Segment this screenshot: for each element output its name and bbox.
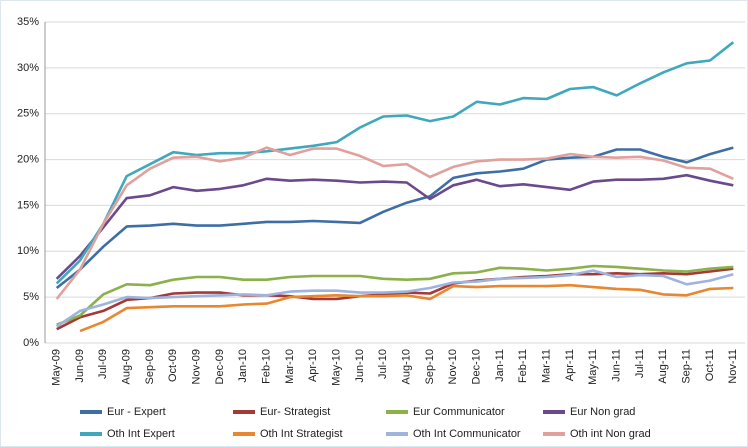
series-line (56, 267, 734, 331)
series-line (56, 264, 734, 326)
series-line (55, 269, 734, 328)
x-tick-label: Jul-11 (634, 349, 646, 378)
y-tick-label: 15% (17, 199, 39, 211)
series-line (55, 146, 734, 300)
legend-label: Oth Int Strategist (260, 428, 343, 440)
x-tick-label: May-10 (331, 349, 343, 386)
x-tick-label: Jun-09 (74, 349, 86, 383)
x-tick-label: Jun-11 (611, 349, 623, 382)
x-tick-label: Aug-10 (401, 349, 413, 384)
y-tick-label: 20% (17, 153, 39, 165)
x-tick-label: Feb-11 (517, 349, 529, 383)
x-tick-label: Sep-09 (144, 349, 156, 384)
x-tick-label: Nov-09 (191, 349, 203, 384)
x-tick-label: Nov-10 (447, 349, 459, 384)
series-line (55, 41, 735, 285)
legend-label: Oth Int Expert (107, 428, 175, 440)
legend-label: Eur Non grad (570, 406, 635, 418)
x-tick-label: Jan-10 (237, 349, 249, 383)
x-tick-label: Jun-10 (354, 349, 366, 383)
x-tick-label: Sep-10 (424, 349, 436, 384)
x-tick-label: Jul-09 (97, 349, 109, 379)
x-tick-label: May-09 (51, 349, 63, 386)
x-tick-label: Dec-09 (214, 349, 226, 384)
x-tick-label: Apr-10 (307, 349, 319, 382)
x-tick-label: Oct-09 (167, 349, 179, 382)
x-tick-label: Dec-10 (471, 349, 483, 384)
y-tick-label: 30% (17, 62, 39, 74)
x-tick-label: Mar-10 (284, 349, 296, 384)
x-tick-label: May-11 (587, 349, 599, 385)
x-tick-label: Nov-11 (727, 349, 739, 384)
x-tick-label: Jul-10 (377, 349, 389, 379)
x-tick-label: Aug-09 (121, 349, 133, 384)
y-tick-label: 0% (23, 337, 39, 349)
legend-label: Eur - Expert (107, 406, 166, 418)
series-line (55, 173, 734, 280)
x-tick-label: Oct-11 (704, 349, 716, 381)
x-tick-label: Sep-11 (681, 349, 693, 384)
series-line (55, 146, 734, 290)
x-tick-label: Apr-11 (564, 349, 576, 381)
legend-label: Eur Communicator (413, 406, 505, 418)
x-tick-label: Jan-11 (494, 349, 506, 382)
x-tick-label: Aug-11 (657, 349, 669, 384)
legend-label: Oth int Non grad (570, 428, 651, 440)
y-tick-label: 35% (17, 16, 39, 28)
legend-label: Oth Int Communicator (413, 428, 521, 440)
y-tick-label: 5% (23, 291, 39, 303)
legend-label: Eur- Strategist (260, 406, 330, 418)
series-line (79, 283, 734, 333)
x-tick-label: Mar-11 (541, 349, 553, 383)
y-tick-label: 25% (17, 108, 39, 120)
y-tick-label: 10% (17, 245, 39, 257)
x-tick-label: Feb-10 (261, 349, 273, 384)
